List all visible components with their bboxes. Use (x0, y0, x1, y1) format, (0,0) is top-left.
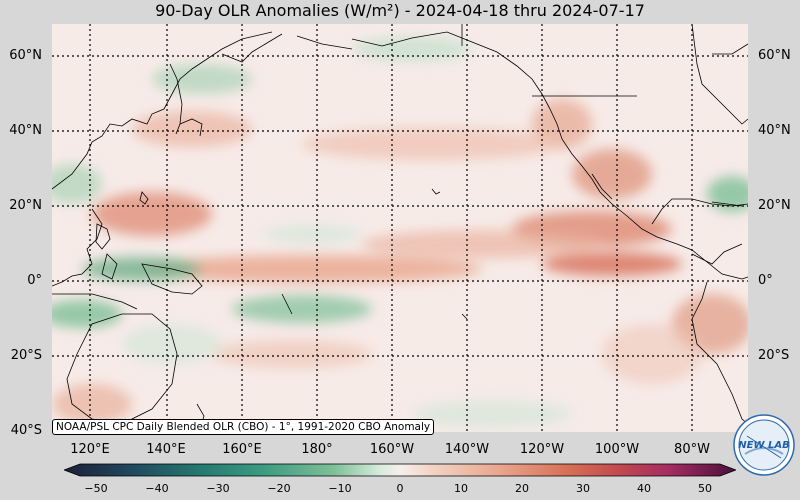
map-title: 90-Day OLR Anomalies (W/m²) - 2024-04-18… (155, 1, 645, 20)
lon-label: 140°E (146, 442, 186, 457)
olr-anomaly-map (52, 24, 748, 432)
colorbar-tick: −40 (145, 482, 169, 495)
lat-label-left: 40°S (10, 423, 42, 438)
lon-label: 80°W (674, 442, 710, 457)
lon-label: 120°E (70, 442, 110, 457)
noaa-psl-logo-icon: NEW LAB (733, 414, 795, 476)
lat-label-right: 20°S (758, 348, 790, 363)
lat-label-right: 60°N (758, 48, 791, 63)
colorbar-tick: 20 (515, 482, 529, 495)
graticule (52, 24, 748, 432)
data-source-note: NOAA/PSL CPC Daily Blended OLR (CBO) - 1… (52, 419, 435, 435)
colorbar-tick: −30 (206, 482, 230, 495)
colorbar-tick: −20 (267, 482, 291, 495)
lat-label-left: 60°N (9, 48, 42, 63)
map-field (52, 24, 748, 432)
colorbar (64, 463, 736, 477)
lon-label: 180° (301, 442, 333, 457)
anomaly-field (52, 37, 748, 428)
lat-label-right: 0° (758, 273, 773, 288)
lon-label: 120°W (519, 442, 565, 457)
colorbar-tick: 10 (454, 482, 468, 495)
colorbar-tick: 50 (698, 482, 712, 495)
colorbar-tick: −50 (84, 482, 108, 495)
colorbar-tick: 0 (396, 482, 404, 495)
lat-label-right: 40°N (758, 123, 791, 138)
logo-text: NEW LAB (738, 440, 789, 451)
lat-label-left: 20°S (10, 348, 42, 363)
lon-label: 160°E (222, 442, 262, 457)
lat-label-left: 20°N (9, 198, 42, 213)
colorbar-tick: −10 (328, 482, 352, 495)
lon-label: 100°W (594, 442, 640, 457)
colorbar-tick: 30 (576, 482, 590, 495)
lon-label: 160°W (369, 442, 415, 457)
lat-label-left: 40°N (9, 123, 42, 138)
lon-label: 140°W (444, 442, 490, 457)
lat-label-left: 0° (27, 273, 42, 288)
lat-label-right: 20°N (758, 198, 791, 213)
colorbar-tick: 40 (637, 482, 651, 495)
